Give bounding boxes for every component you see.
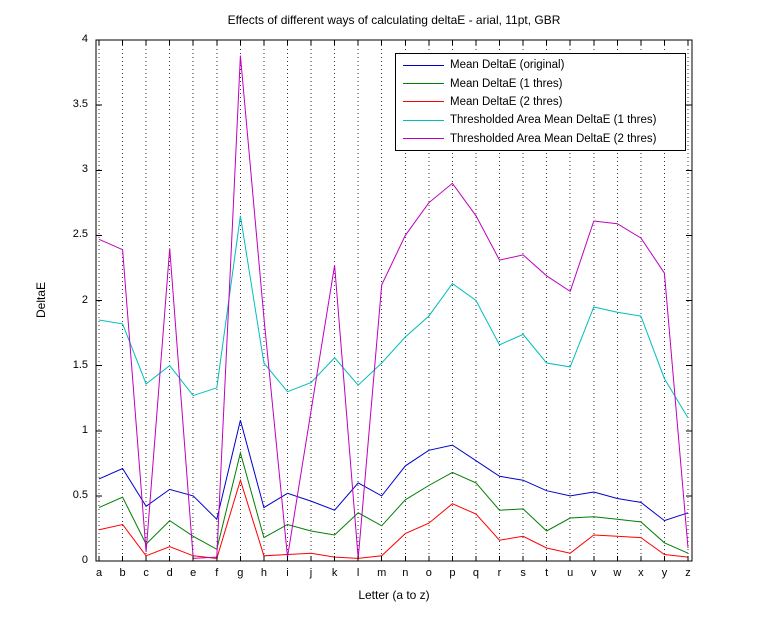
legend-item: Mean DeltaE (original) bbox=[396, 56, 685, 74]
series-line-1 bbox=[98, 420, 689, 522]
series-line-2 bbox=[98, 450, 689, 554]
y-tick-label: 1 bbox=[81, 423, 88, 436]
legend-line-sample bbox=[403, 64, 444, 66]
x-tick-label: l bbox=[356, 567, 360, 579]
x-tick-label: n bbox=[402, 567, 409, 579]
x-tick-label: x bbox=[638, 567, 644, 579]
y-tick-label: 2.5 bbox=[72, 228, 88, 241]
x-tick-label: s bbox=[520, 567, 526, 579]
legend-item-label: Thresholded Area Mean DeltaE (2 thres) bbox=[450, 132, 657, 145]
x-tick-label: t bbox=[545, 567, 549, 579]
x-tick-label: p bbox=[449, 567, 456, 579]
x-tick-label: z bbox=[685, 567, 691, 579]
chart-title: Effects of different ways of calculating… bbox=[227, 13, 561, 27]
x-tick-label: q bbox=[472, 567, 480, 579]
legend-line-sample bbox=[403, 101, 444, 103]
x-tick-label: d bbox=[166, 567, 173, 579]
legend-item-label: Mean DeltaE (1 thres) bbox=[450, 77, 563, 90]
x-tick-label: w bbox=[613, 567, 622, 579]
x-tick-label: v bbox=[591, 567, 597, 579]
y-tick-label: 1.5 bbox=[72, 358, 88, 371]
legend-line-sample bbox=[403, 83, 444, 85]
legend-item-label: Mean DeltaE (2 thres) bbox=[450, 95, 563, 108]
legend-item: Thresholded Area Mean DeltaE (2 thres) bbox=[396, 130, 685, 148]
x-tick-label: h bbox=[260, 567, 267, 579]
legend-item-label: Mean DeltaE (original) bbox=[450, 59, 565, 72]
x-tick-label: i bbox=[286, 567, 289, 579]
legend-item: Thresholded Area Mean DeltaE (1 thres) bbox=[396, 111, 685, 129]
x-tick-label: f bbox=[215, 567, 219, 579]
x-tick-label: o bbox=[425, 567, 432, 579]
x-tick-label: e bbox=[190, 567, 197, 579]
series-line-3 bbox=[98, 478, 689, 559]
x-tick-label: j bbox=[309, 567, 313, 579]
series-line-4 bbox=[98, 215, 689, 418]
y-tick-label: 2 bbox=[81, 293, 88, 306]
y-tick-label: 3 bbox=[81, 163, 88, 176]
legend-line-sample bbox=[403, 138, 444, 140]
y-tick-label: 3.5 bbox=[72, 98, 88, 111]
legend-item: Mean DeltaE (1 thres) bbox=[396, 75, 685, 93]
y-tick-label: 0.5 bbox=[72, 488, 88, 501]
legend: Mean DeltaE (original) Mean DeltaE (1 thr… bbox=[395, 53, 686, 151]
x-tick-label: y bbox=[661, 567, 668, 579]
x-tick-label: a bbox=[95, 567, 103, 579]
x-axis-label: Letter (a to z) bbox=[358, 588, 430, 602]
x-tick-label: g bbox=[237, 567, 244, 579]
y-tick-label: 4 bbox=[81, 33, 88, 45]
x-tick-label: r bbox=[497, 567, 502, 579]
series-line-5 bbox=[98, 55, 689, 559]
x-tick-label: b bbox=[119, 567, 126, 579]
legend-line-sample bbox=[403, 119, 444, 121]
legend-item: Mean DeltaE (2 thres) bbox=[396, 93, 685, 111]
x-tick-label: k bbox=[331, 567, 338, 579]
x-tick-label: m bbox=[377, 567, 387, 579]
y-tick-label: 0 bbox=[81, 554, 88, 566]
x-tick-label: c bbox=[143, 567, 149, 579]
legend-item-label: Thresholded Area Mean DeltaE (1 thres) bbox=[450, 114, 657, 127]
x-tick-label: u bbox=[567, 567, 574, 579]
